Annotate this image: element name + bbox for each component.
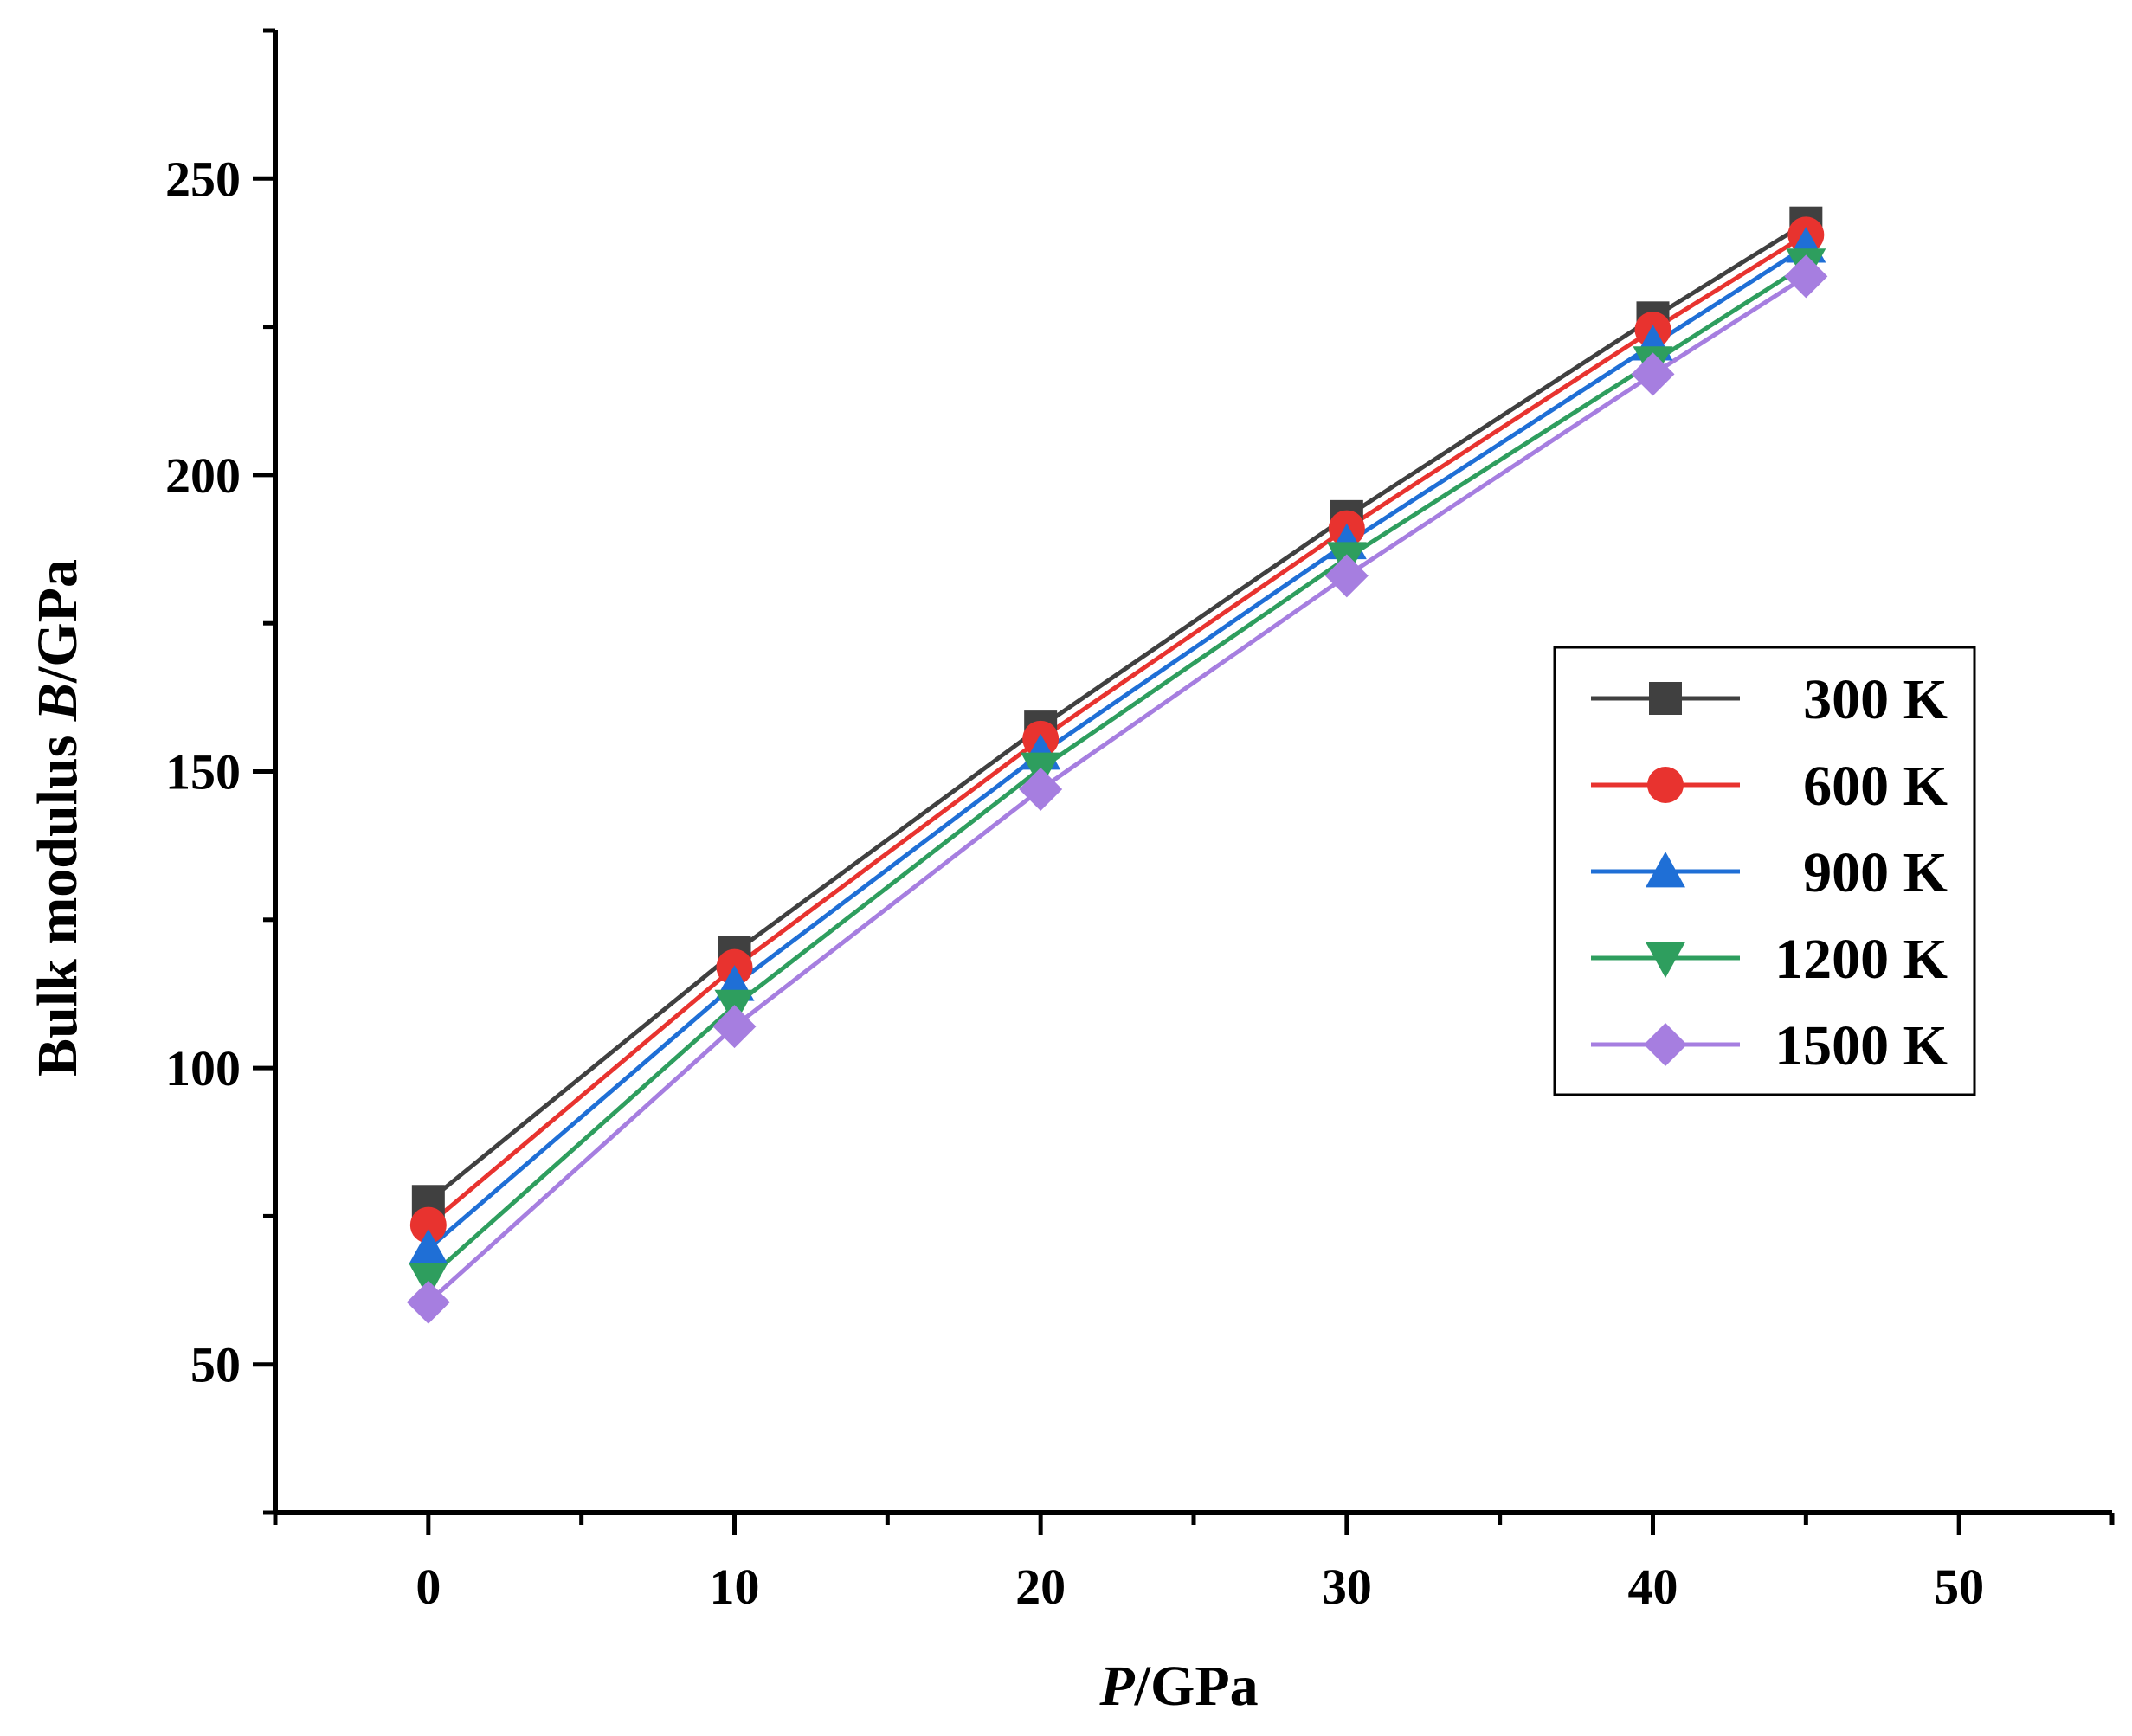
x-tick-label: 50 — [1934, 1559, 1984, 1615]
data-point-1200k — [408, 1262, 448, 1299]
y-tick-label: 50 — [190, 1337, 241, 1393]
legend-marker-1200k — [1646, 942, 1685, 978]
series-line-1200k — [427, 262, 1807, 1281]
y-tick-label: 150 — [165, 744, 241, 800]
tick-labels: 0 10 20 30 40 50 50 100 150 200 250 — [165, 151, 1984, 1615]
y-tick-label: 250 — [165, 151, 241, 207]
x-tick-label: 20 — [1015, 1559, 1066, 1615]
y-tick-label: 100 — [165, 1040, 241, 1096]
legend-label-1500k: 1500 K — [1775, 1014, 1948, 1077]
legend-marker-600k — [1647, 767, 1684, 803]
plot-markers — [406, 206, 1828, 1324]
y-tick-label: 200 — [165, 447, 241, 504]
legend-items: 300 K 600 K 900 K 1200 K 1500 K — [1591, 668, 1948, 1077]
series-line-600k — [427, 233, 1807, 1227]
legend: 300 K 600 K 900 K 1200 K 1500 K — [1553, 646, 1976, 1096]
x-tick-label: 30 — [1322, 1559, 1372, 1615]
legend-label-1200k: 1200 K — [1775, 928, 1948, 991]
legend-marker-900k — [1646, 852, 1685, 888]
x-axis-title: P/GPa — [1098, 1655, 1258, 1718]
data-point-1500k — [1784, 254, 1828, 299]
y-axis-title: Bulk modulus B/GPa — [26, 559, 89, 1077]
series-line-900k — [427, 244, 1807, 1251]
x-tick-label: 0 — [415, 1559, 441, 1615]
series-line-300k — [427, 221, 1807, 1204]
legend-label-600k: 600 K — [1803, 755, 1948, 818]
data-point-1500k — [1019, 768, 1063, 812]
data-point-1500k — [1631, 352, 1675, 396]
data-point-1500k — [406, 1280, 450, 1324]
legend-label-300k: 300 K — [1803, 668, 1948, 731]
data-point-900k — [408, 1229, 448, 1265]
series-line-1500k — [427, 274, 1807, 1304]
legend-marker-1500k — [1644, 1023, 1687, 1066]
ticks — [253, 28, 2115, 1535]
data-point-1500k — [1324, 554, 1369, 598]
legend-label-900k: 900 K — [1803, 841, 1948, 904]
x-tick-label: 10 — [710, 1559, 760, 1615]
data-point-600k — [409, 1206, 447, 1244]
plot-lines — [427, 221, 1807, 1304]
data-point-1500k — [712, 1005, 757, 1049]
x-tick-label: 40 — [1628, 1559, 1678, 1615]
legend-marker-300k — [1649, 682, 1682, 715]
